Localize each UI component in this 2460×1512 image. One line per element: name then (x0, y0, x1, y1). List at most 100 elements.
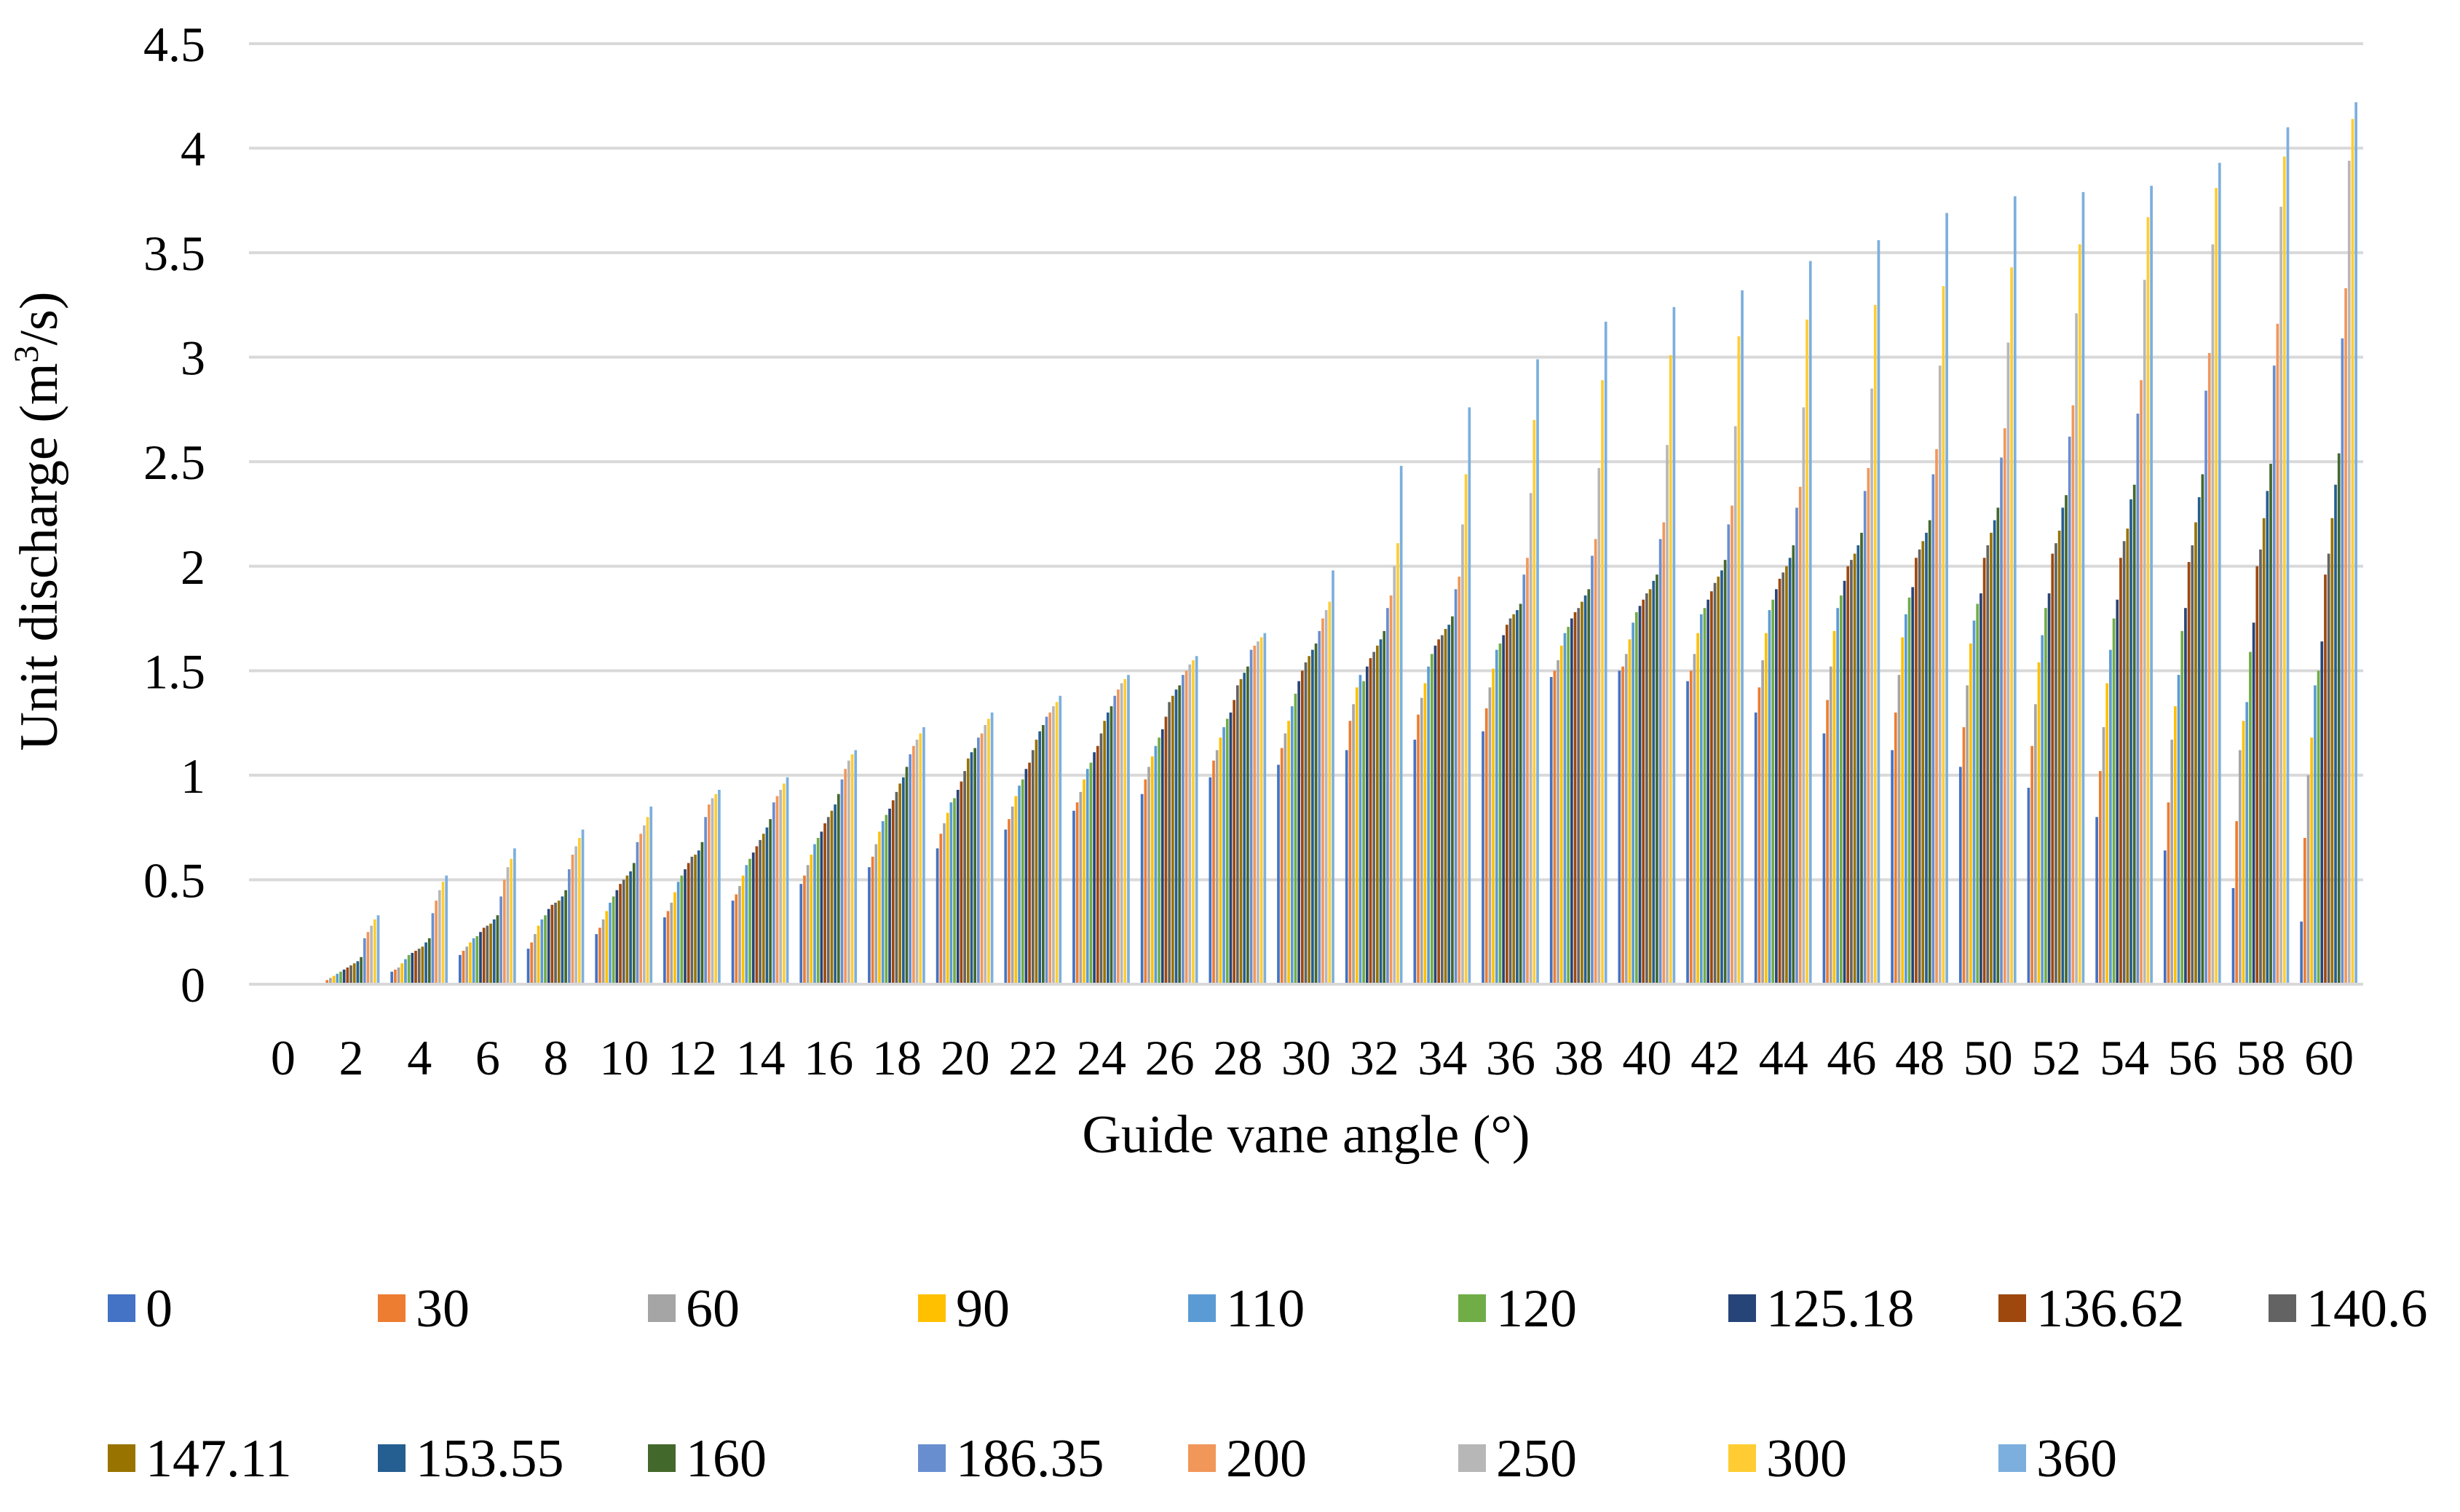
bar (2129, 499, 2132, 984)
bar (1458, 577, 1461, 984)
bar (1792, 545, 1795, 984)
bar (1308, 656, 1311, 984)
bar (499, 896, 502, 984)
bar (1484, 708, 1488, 984)
bar (1788, 558, 1792, 984)
bar (2286, 127, 2290, 984)
legend-item: 136.62 (1998, 1279, 2185, 1339)
bar (697, 850, 700, 984)
bar (1502, 635, 1506, 984)
bar (1008, 819, 1011, 984)
x-tick-label: 4 (407, 1030, 432, 1085)
x-tick-label: 12 (668, 1030, 717, 1085)
y-tick-labels: 0 0.5 1 1.5 2 2.5 3 3.5 4 4.5 (143, 17, 205, 1013)
bar (1768, 610, 1771, 984)
x-tick-label: 2 (339, 1030, 364, 1085)
legend-label: 60 (686, 1279, 740, 1339)
bar (1526, 558, 1529, 984)
bar (1666, 445, 1669, 984)
bar (1808, 261, 1812, 984)
bar (663, 917, 666, 984)
bar (1294, 693, 1297, 984)
bar (783, 783, 786, 984)
bar (1014, 796, 1018, 984)
bar (1976, 603, 1980, 984)
bar (1850, 560, 1853, 984)
bar (963, 771, 966, 984)
bar (1669, 355, 1672, 985)
bar (373, 919, 376, 984)
bar (1358, 675, 1362, 984)
bar (666, 911, 670, 984)
bar (2341, 338, 2344, 984)
bar (479, 932, 482, 984)
bar (438, 890, 441, 984)
bar (2057, 530, 2061, 984)
bar (1444, 628, 1447, 984)
bar (2327, 553, 2330, 984)
bar (1634, 611, 1638, 984)
bar (1822, 733, 1826, 984)
bar (554, 903, 557, 984)
series-300 (373, 119, 2354, 985)
bar (816, 838, 820, 984)
bar (1495, 649, 1498, 984)
bar (1573, 611, 1577, 984)
bar (2068, 436, 2071, 984)
bar (943, 823, 946, 984)
bar (465, 946, 469, 984)
bar (2075, 313, 2078, 985)
bar-series (325, 102, 2357, 985)
bar (704, 817, 707, 984)
legend-label: 300 (1766, 1429, 1847, 1489)
bar (2245, 702, 2249, 984)
bar (574, 846, 578, 984)
x-tick-label: 60 (2304, 1030, 2354, 1085)
bar (1897, 675, 1901, 984)
bar (417, 949, 421, 984)
bar (1423, 683, 1427, 984)
bar (1212, 760, 1215, 984)
bar (397, 967, 400, 984)
bar (1962, 727, 1966, 984)
bar (1972, 620, 1976, 984)
bar (2279, 206, 2282, 984)
bar (1451, 616, 1454, 984)
bar (332, 975, 336, 984)
bar (946, 812, 949, 984)
bar (1656, 574, 1658, 984)
legend-item: 110 (1188, 1279, 1305, 1339)
bar (1441, 635, 1444, 984)
bar (1362, 681, 1365, 984)
bar (1761, 660, 1764, 984)
bar (1045, 716, 1048, 984)
bar (2249, 652, 2252, 984)
bar (534, 934, 537, 984)
bar (755, 846, 759, 984)
bar (622, 879, 625, 984)
bar (1182, 675, 1184, 984)
bar (376, 915, 380, 984)
bar (2126, 529, 2129, 984)
y-tick-label: 4 (181, 122, 205, 177)
y-axis-label: Unit discharge (m3/s) (7, 292, 69, 751)
bar (1075, 802, 1079, 984)
bar (2276, 323, 2279, 984)
bar (810, 854, 813, 984)
bar (1536, 359, 1539, 984)
bar (909, 754, 912, 984)
bar (629, 871, 632, 984)
bar (1028, 762, 1031, 984)
bar (1332, 570, 1334, 984)
bar (912, 745, 915, 984)
bar (643, 825, 646, 984)
bar (2310, 737, 2314, 984)
x-tick-label: 22 (1008, 1030, 1058, 1085)
bar (1018, 785, 1021, 984)
bar (1160, 729, 1164, 984)
bar (1083, 779, 1085, 984)
bar (506, 867, 510, 984)
bar (2054, 543, 2057, 984)
bar (1372, 652, 1376, 984)
legend-swatch (108, 1294, 135, 1322)
